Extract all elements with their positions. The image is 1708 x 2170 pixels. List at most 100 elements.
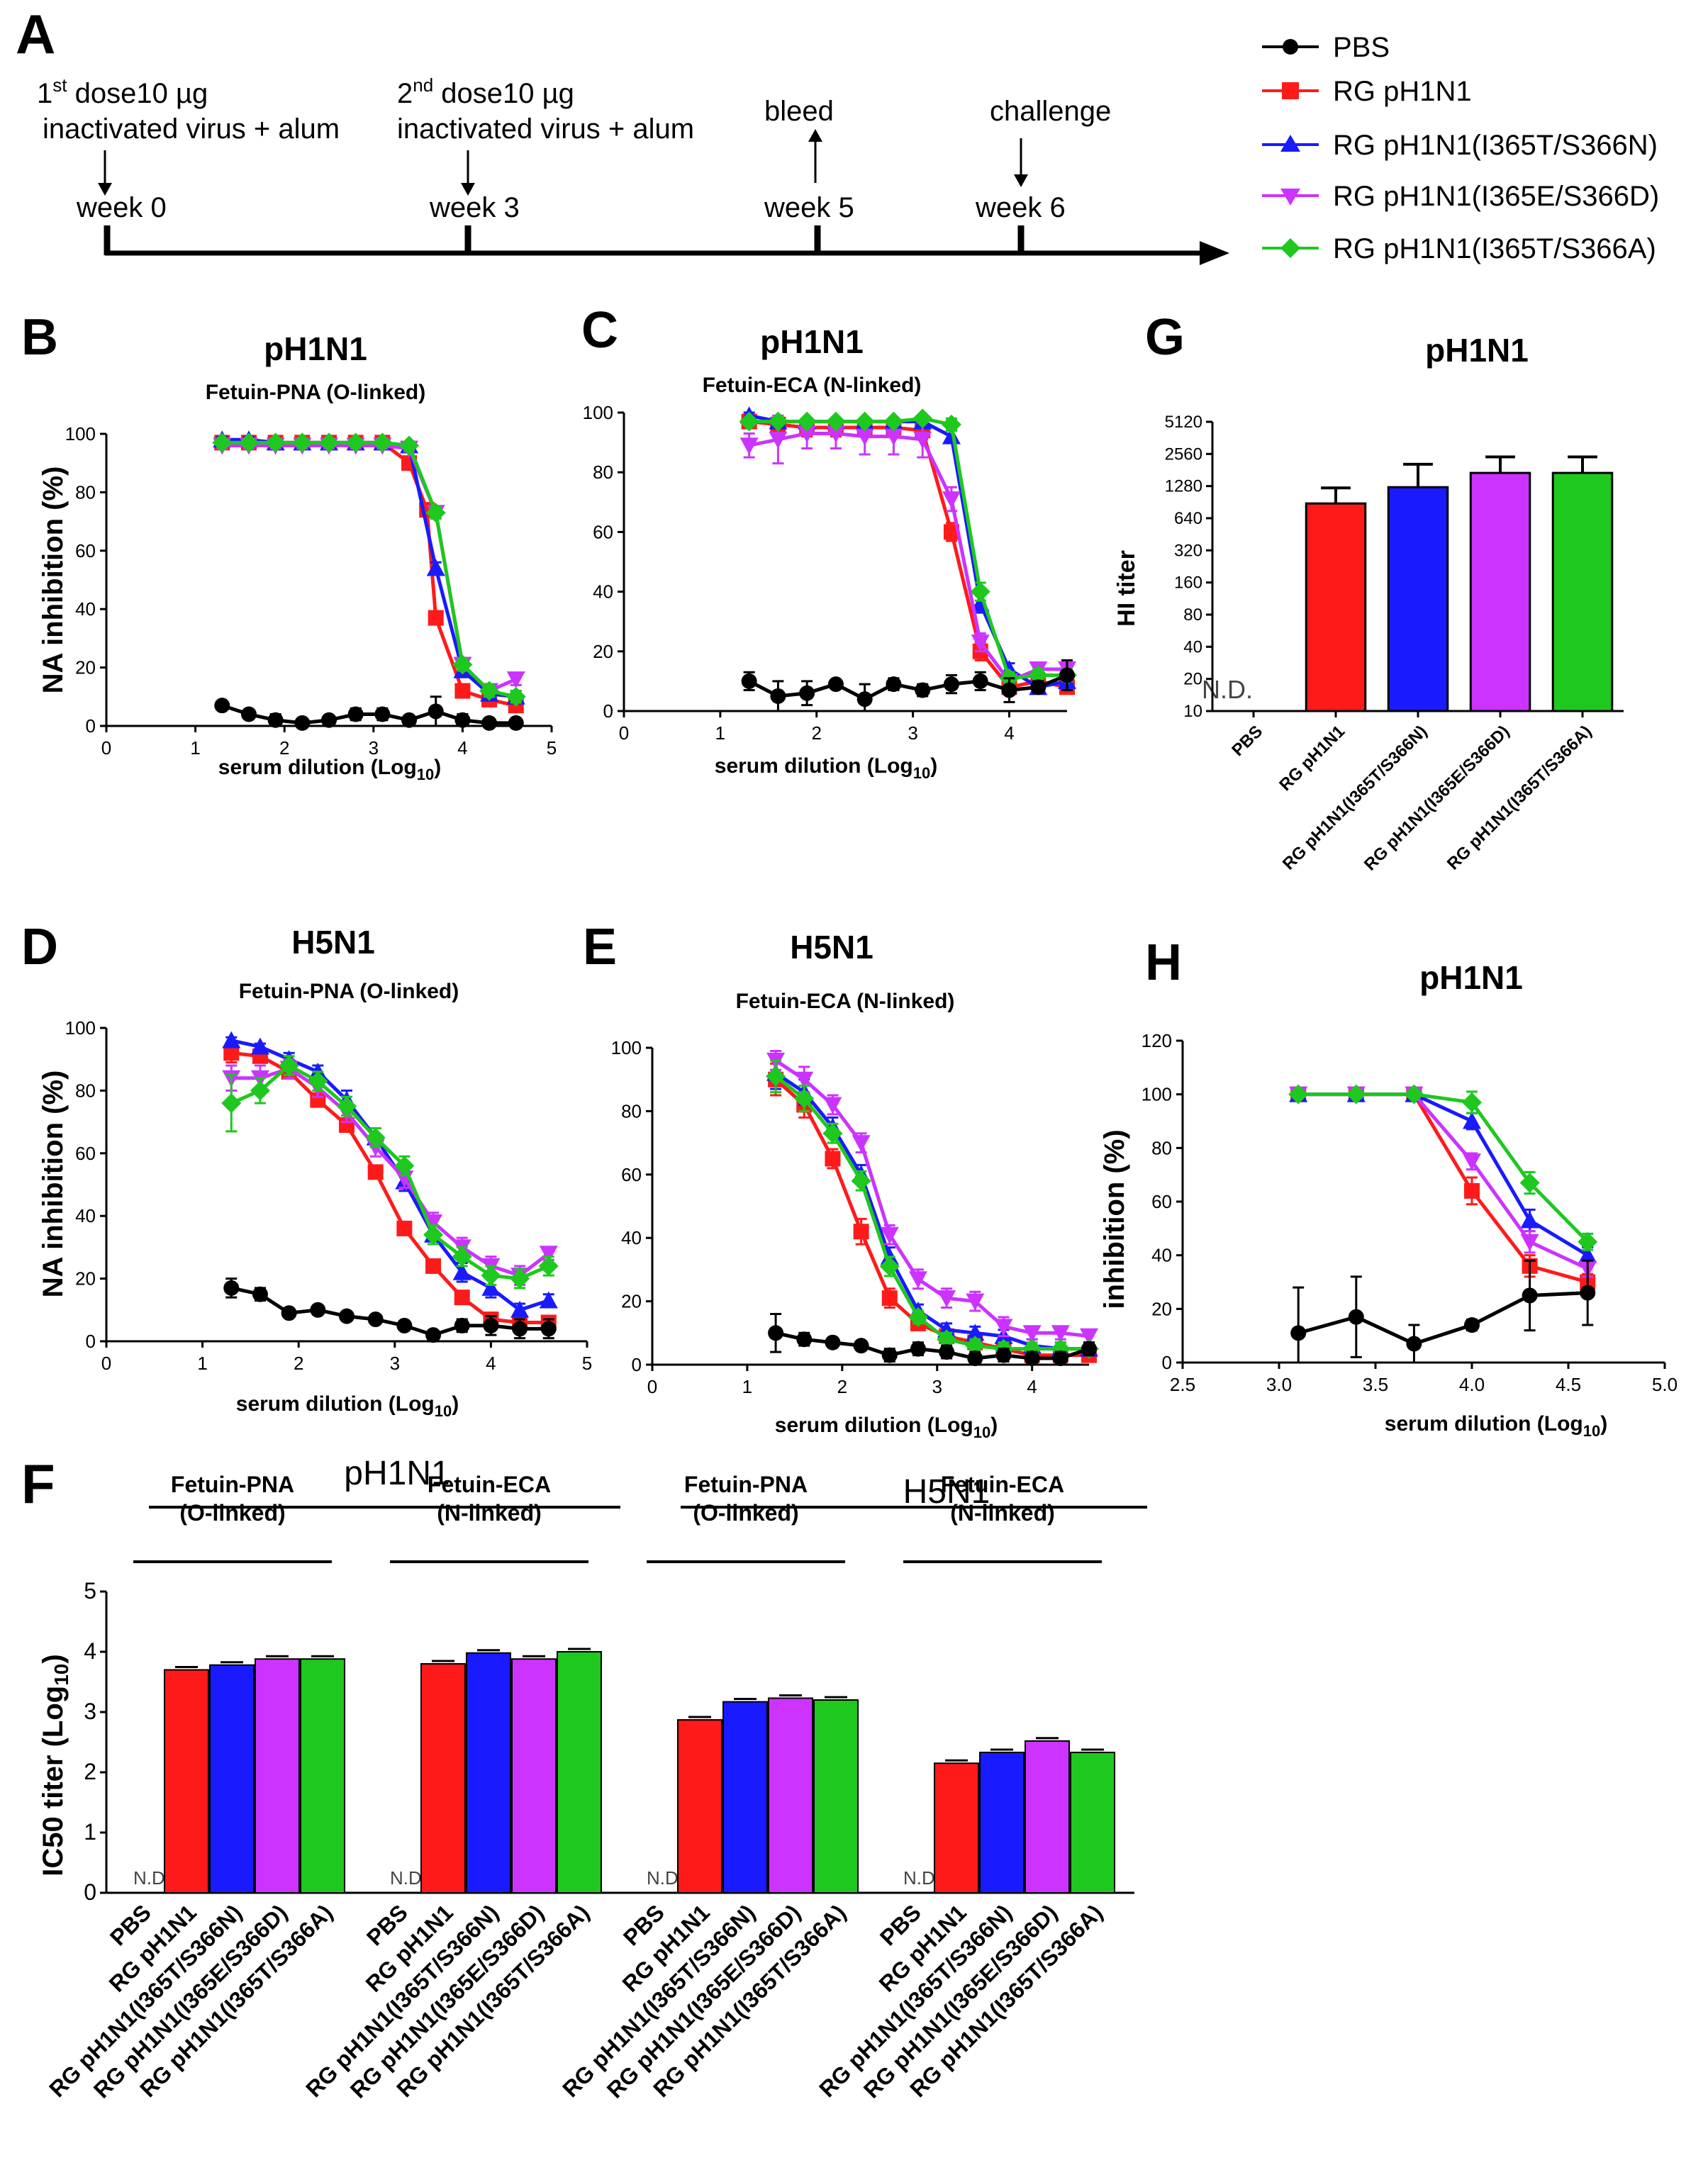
panel-e-xlabel-end: ) bbox=[990, 1414, 998, 1437]
panel-c-line-rg-ph1n1-i365t-s366n bbox=[749, 413, 1068, 689]
panel-letter-b: B bbox=[21, 309, 58, 366]
legend-label-t366a: RG pH1N1(I365T/S366A) bbox=[1333, 233, 1656, 264]
panel-c-ytick-label: 20 bbox=[593, 641, 613, 662]
panel-c-point-rg-ph1n1-i365e-s366d bbox=[971, 634, 990, 652]
panel-e-point-rg-ph1n1-i365t-s366a bbox=[879, 1256, 900, 1277]
panel-b-point-pbs bbox=[401, 712, 418, 728]
panel-d-point-rg-ph1n1-i365t-s366a bbox=[481, 1265, 501, 1286]
panel-f-xtick-label-rg-ph1n1-i365t-s366n: RG pH1N1(I365T/S366N) bbox=[557, 1899, 760, 2102]
panel-e-point-pbs bbox=[796, 1331, 813, 1348]
panel-b-ytick-label: 80 bbox=[75, 481, 96, 503]
legend-marker-t366a bbox=[1280, 238, 1300, 258]
panel-e-line-rg-ph1n1-i365t-s366n bbox=[774, 1071, 1089, 1351]
panel-c-xlabel: serum dilution (Log10) bbox=[715, 754, 937, 782]
panel-d-point-rg-ph1n1-i365t-s366n bbox=[250, 1037, 269, 1055]
panel-d-point-pbs bbox=[339, 1308, 355, 1324]
panel-e-xlabel-main: serum dilution (Log bbox=[775, 1414, 973, 1437]
panel-f-group-label-line2: (O-linked) bbox=[693, 1500, 798, 1526]
panel-f-bar-rg-ph1n1-i365e-s366d bbox=[511, 1658, 557, 1894]
panel-d-point-rg-ph1n1 bbox=[425, 1258, 442, 1274]
panel-c-xlabel-end: ) bbox=[930, 754, 937, 778]
panel-c-xtick-label: 0 bbox=[619, 722, 629, 744]
panel-c-xlabel-main: serum dilution (Log bbox=[715, 754, 913, 778]
panel-f-group-label-line2: (N-linked) bbox=[950, 1500, 1055, 1526]
panel-c-point-rg-ph1n1-i365t-s366a bbox=[970, 581, 990, 602]
panel-b-ytick-label: 0 bbox=[86, 715, 96, 737]
panel-e-xtick-label: 1 bbox=[742, 1376, 752, 1397]
panel-e-line-rg-ph1n1-i365e-s366d bbox=[774, 1058, 1090, 1338]
panel-b-line-rg-ph1n1-i365e-s366d bbox=[222, 443, 517, 693]
panel-h-series-rg-ph1n1 bbox=[1290, 1086, 1596, 1292]
panel-c-point-rg-ph1n1-i365t-s366a bbox=[797, 411, 817, 432]
panel-letter-e: E bbox=[583, 919, 617, 975]
panel-g-ytick-label: 1280 bbox=[1165, 477, 1202, 496]
event-bleed-arrowhead bbox=[808, 129, 822, 142]
panel-d-line-rg-ph1n1 bbox=[231, 1051, 549, 1324]
panel-b-point-rg-ph1n1-i365t-s366a bbox=[479, 681, 500, 701]
panel-e-point-rg-ph1n1-i365e-s366d bbox=[908, 1271, 927, 1289]
panel-h-ytick-label: 0 bbox=[1162, 1352, 1172, 1373]
panel-h-series-rg-ph1n1-i365e-s366d bbox=[1289, 1086, 1597, 1278]
panel-f-bar-rg-ph1n1 bbox=[420, 1663, 466, 1894]
panel-d-point-pbs bbox=[310, 1302, 326, 1318]
panel-h-point-rg-ph1n1-i365t-s366a bbox=[1578, 1231, 1598, 1252]
panel-h-point-rg-ph1n1 bbox=[1464, 1182, 1480, 1199]
panel-d-ytick-label: 80 bbox=[75, 1080, 96, 1101]
panel-c-ytick-label: 80 bbox=[593, 462, 613, 483]
panel-e-point-rg-ph1n1-i365t-s366a bbox=[965, 1336, 986, 1356]
panel-e-ytick-label: 100 bbox=[611, 1037, 642, 1058]
panel-d-point-pbs bbox=[252, 1286, 268, 1302]
panel-d-point-pbs bbox=[540, 1321, 557, 1337]
panel-e-point-pbs bbox=[853, 1338, 869, 1354]
panel-d-point-pbs bbox=[454, 1317, 470, 1333]
panel-c-ytick-label: 60 bbox=[593, 521, 613, 542]
panel-g-ylabel: HI titer bbox=[1113, 550, 1140, 627]
panel-b-xtick-label: 5 bbox=[547, 737, 557, 759]
panel-g-ytick-label: 20 bbox=[1183, 670, 1202, 689]
panel-b-line-rg-ph1n1-i365t-s366n bbox=[222, 437, 517, 699]
panel-d: D H5N1 Fetuin-PNA (O-linked) NA inhibiti… bbox=[21, 919, 592, 1420]
panel-f-ylabel-main: IC50 titer (Log bbox=[38, 1686, 69, 1877]
timeline-arrowhead bbox=[1200, 241, 1229, 265]
event-bleed-label: bleed bbox=[764, 96, 834, 127]
panel-h-xtick-label: 3.0 bbox=[1266, 1374, 1292, 1395]
legend-label-rg: RG pH1N1 bbox=[1333, 76, 1472, 107]
panel-d-xlabel-end: ) bbox=[452, 1392, 459, 1416]
panel-d-point-rg-ph1n1-i365t-s366a bbox=[221, 1093, 242, 1114]
panel-f-ytick-label: 5 bbox=[84, 1578, 96, 1604]
panel-d-point-pbs bbox=[396, 1317, 413, 1333]
panel-c-point-rg-ph1n1-i365e-s366d bbox=[855, 428, 874, 446]
panel-g-xtick-label-rg-ph1n1-i365e-s366d: RG pH1N1(I365E/S366D) bbox=[1361, 722, 1513, 874]
panel-b: B pH1N1 Fetuin-PNA (O-linked) NA inhibit… bbox=[21, 309, 557, 783]
panel-d-point-rg-ph1n1-i365t-s366a bbox=[337, 1096, 357, 1117]
panel-h-point-rg-ph1n1-i365e-s366d bbox=[1463, 1153, 1481, 1171]
panel-g-xtick-label-rg-ph1n1-i365t-s366a: RG pH1N1(I365T/S366A) bbox=[1444, 722, 1595, 873]
panel-h-plot: 0 20 40 60 80 100 120 2.5 3.0 3.5 4.0 4.5 5.0 bbox=[1142, 1030, 1678, 1395]
panel-d-ytick-label: 100 bbox=[65, 1017, 96, 1039]
panel-e-xtick-label: 4 bbox=[1027, 1376, 1037, 1397]
panel-f-group-label-line2: (O-linked) bbox=[179, 1500, 285, 1526]
panel-f-bar-rg-ph1n1 bbox=[934, 1762, 979, 1894]
event-week0-line1: 1st dose10 µg bbox=[37, 74, 208, 109]
panel-h-point-pbs bbox=[1580, 1285, 1596, 1301]
panel-c-point-pbs bbox=[770, 688, 786, 704]
panel-h-series-rg-ph1n1-i365t-s366n bbox=[1289, 1085, 1597, 1265]
panel-c-line-rg-ph1n1-i365t-s366a bbox=[749, 416, 1067, 681]
panel-d-series-rg-ph1n1 bbox=[223, 1042, 557, 1331]
panel-d-point-rg-ph1n1-i365t-s366n bbox=[539, 1291, 558, 1309]
panel-b-title: pH1N1 bbox=[264, 330, 367, 367]
panel-e-point-pbs bbox=[939, 1344, 955, 1360]
panel-e-point-pbs bbox=[768, 1325, 784, 1341]
panel-e-point-rg-ph1n1 bbox=[825, 1151, 841, 1167]
panel-c-ytick-label: 100 bbox=[583, 402, 613, 423]
legend-label-t366n: RG pH1N1(I365T/S366N) bbox=[1333, 130, 1658, 161]
panel-h-point-pbs bbox=[1290, 1325, 1307, 1341]
panel-letter-d: D bbox=[21, 919, 58, 975]
panel-d-point-rg-ph1n1 bbox=[396, 1220, 413, 1236]
panel-c-point-pbs bbox=[915, 682, 931, 698]
panel-e-point-pbs bbox=[1081, 1341, 1097, 1357]
panel-d-plot: 0 20 40 60 80 100 0 1 2 3 4 5 bbox=[65, 1017, 593, 1374]
panel-h: H pH1N1 inhibition (%) serum dilution (L… bbox=[1099, 934, 1678, 1440]
panel-e-xtick-label: 0 bbox=[647, 1376, 657, 1397]
